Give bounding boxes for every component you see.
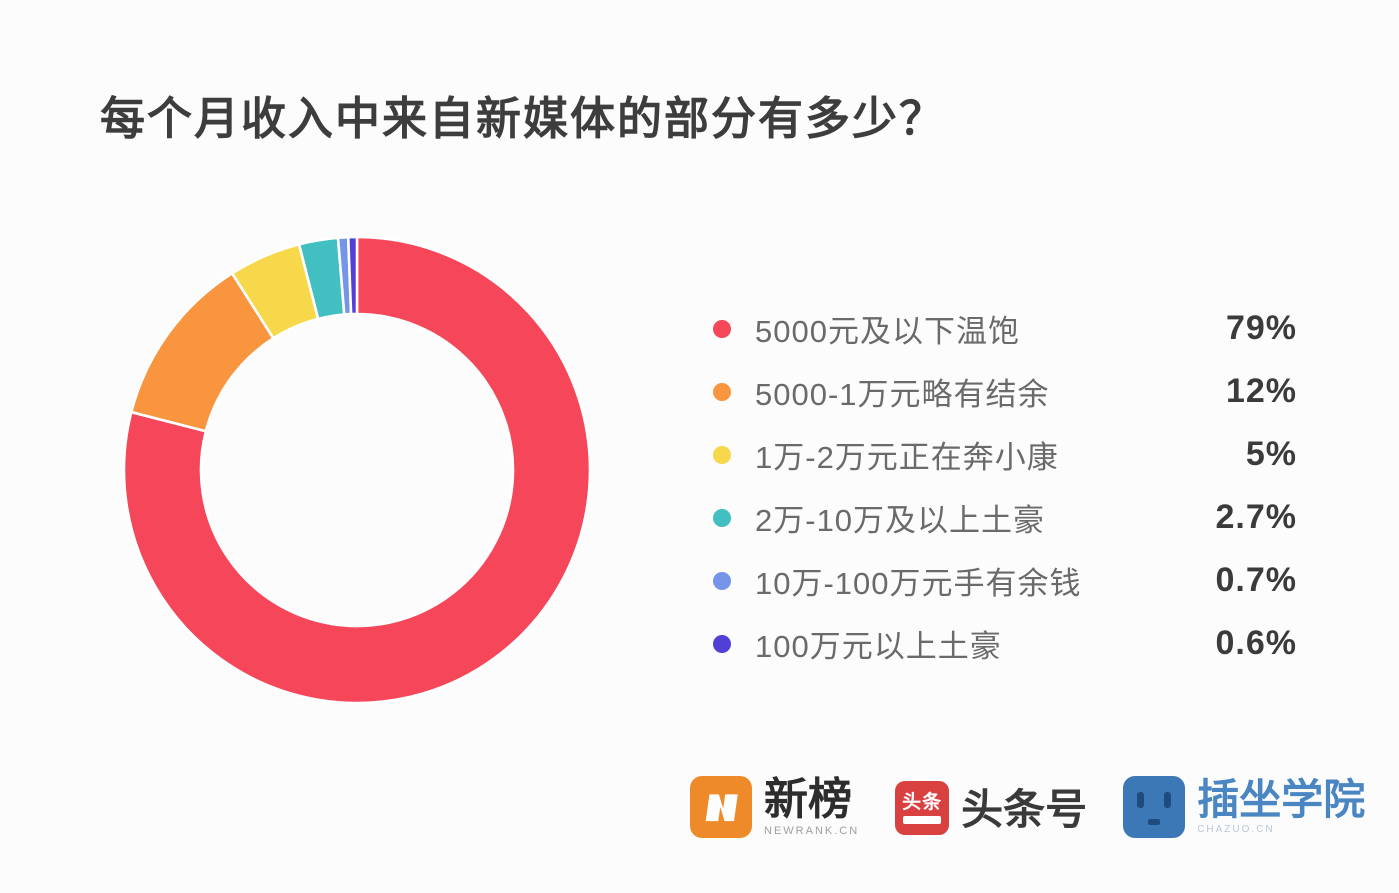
chazuo-brand-name: 插坐学院 [1197,776,1366,823]
brand-chazuo: 插坐学院 CHAZUO.CN [1123,776,1365,838]
chazuo-brand-url: CHAZUO.CN [1197,824,1275,835]
legend-value: 12% [1225,372,1297,410]
toutiao-logo-icon: 头条 [895,781,950,835]
legend-label: 5000元及以下温饱 [755,314,1020,349]
legend-dot-icon [713,634,731,653]
legend-row: 100万元以上土豪 0.6% [713,612,1297,675]
legend-dot-icon [713,382,731,401]
legend-label: 5000-1万元略有结余 [755,377,1050,412]
legend-label: 2万-10万及以上土豪 [755,503,1046,538]
legend-dot-icon [713,445,731,464]
legend-dot-icon [713,508,731,527]
legend-dot-icon [713,319,731,338]
legend-row: 2万-10万及以上土豪 2.7% [713,486,1297,549]
chazuo-mouth [1148,819,1161,825]
legend-row: 5000元及以下温饱 79% [713,297,1297,360]
toutiao-brand-name: 头条号 [961,786,1088,833]
footer-logos: 新榜 NEWRANK.CN 头条 头条号 插坐学院 CHAZUO.CN [690,776,1365,838]
newrank-brand-name: 新榜 [764,774,852,824]
legend-label: 10万-100万元手有余钱 [755,566,1082,601]
donut-slice-0 [122,235,592,705]
chazuo-face-icon [1123,776,1186,838]
toutiao-icon-bar [903,815,942,824]
newrank-brand-url: NEWRANK.CN [764,824,860,837]
legend-value: 0.7% [1215,561,1297,599]
toutiao-icon-text: 头条 [902,791,943,813]
legend-value: 0.6% [1215,624,1297,662]
legend-row: 10万-100万元手有余钱 0.7% [713,549,1297,612]
legend-row: 1万-2万元正在奔小康 5% [713,423,1297,486]
brand-toutiao: 头条 头条号 [895,776,1087,837]
page-title: 每个月收入中来自新媒体的部分有多少？ [100,93,947,144]
brand-newrank: 新榜 NEWRANK.CN [690,776,859,838]
legend-value: 2.7% [1215,498,1297,536]
legend-value: 5% [1245,435,1297,473]
legend-label: 100万元以上土豪 [755,629,1002,664]
chazuo-eye-right [1164,792,1172,808]
legend-dot-icon [713,571,731,590]
newrank-logo-icon [690,776,752,838]
legend-value: 79% [1225,309,1297,347]
legend: 5000元及以下温饱 79% 5000-1万元略有结余 12% 1万-2万元正在奔小康 5… [713,297,1297,675]
newrank-n-glyph [705,794,738,822]
donut-chart [122,235,592,705]
legend-row: 5000-1万元略有结余 12% [713,360,1297,423]
donut-chart-container [117,230,597,710]
chazuo-eye-left [1137,792,1145,808]
donut-slice-5 [346,235,359,316]
legend-label: 1万-2万元正在奔小康 [755,440,1059,475]
